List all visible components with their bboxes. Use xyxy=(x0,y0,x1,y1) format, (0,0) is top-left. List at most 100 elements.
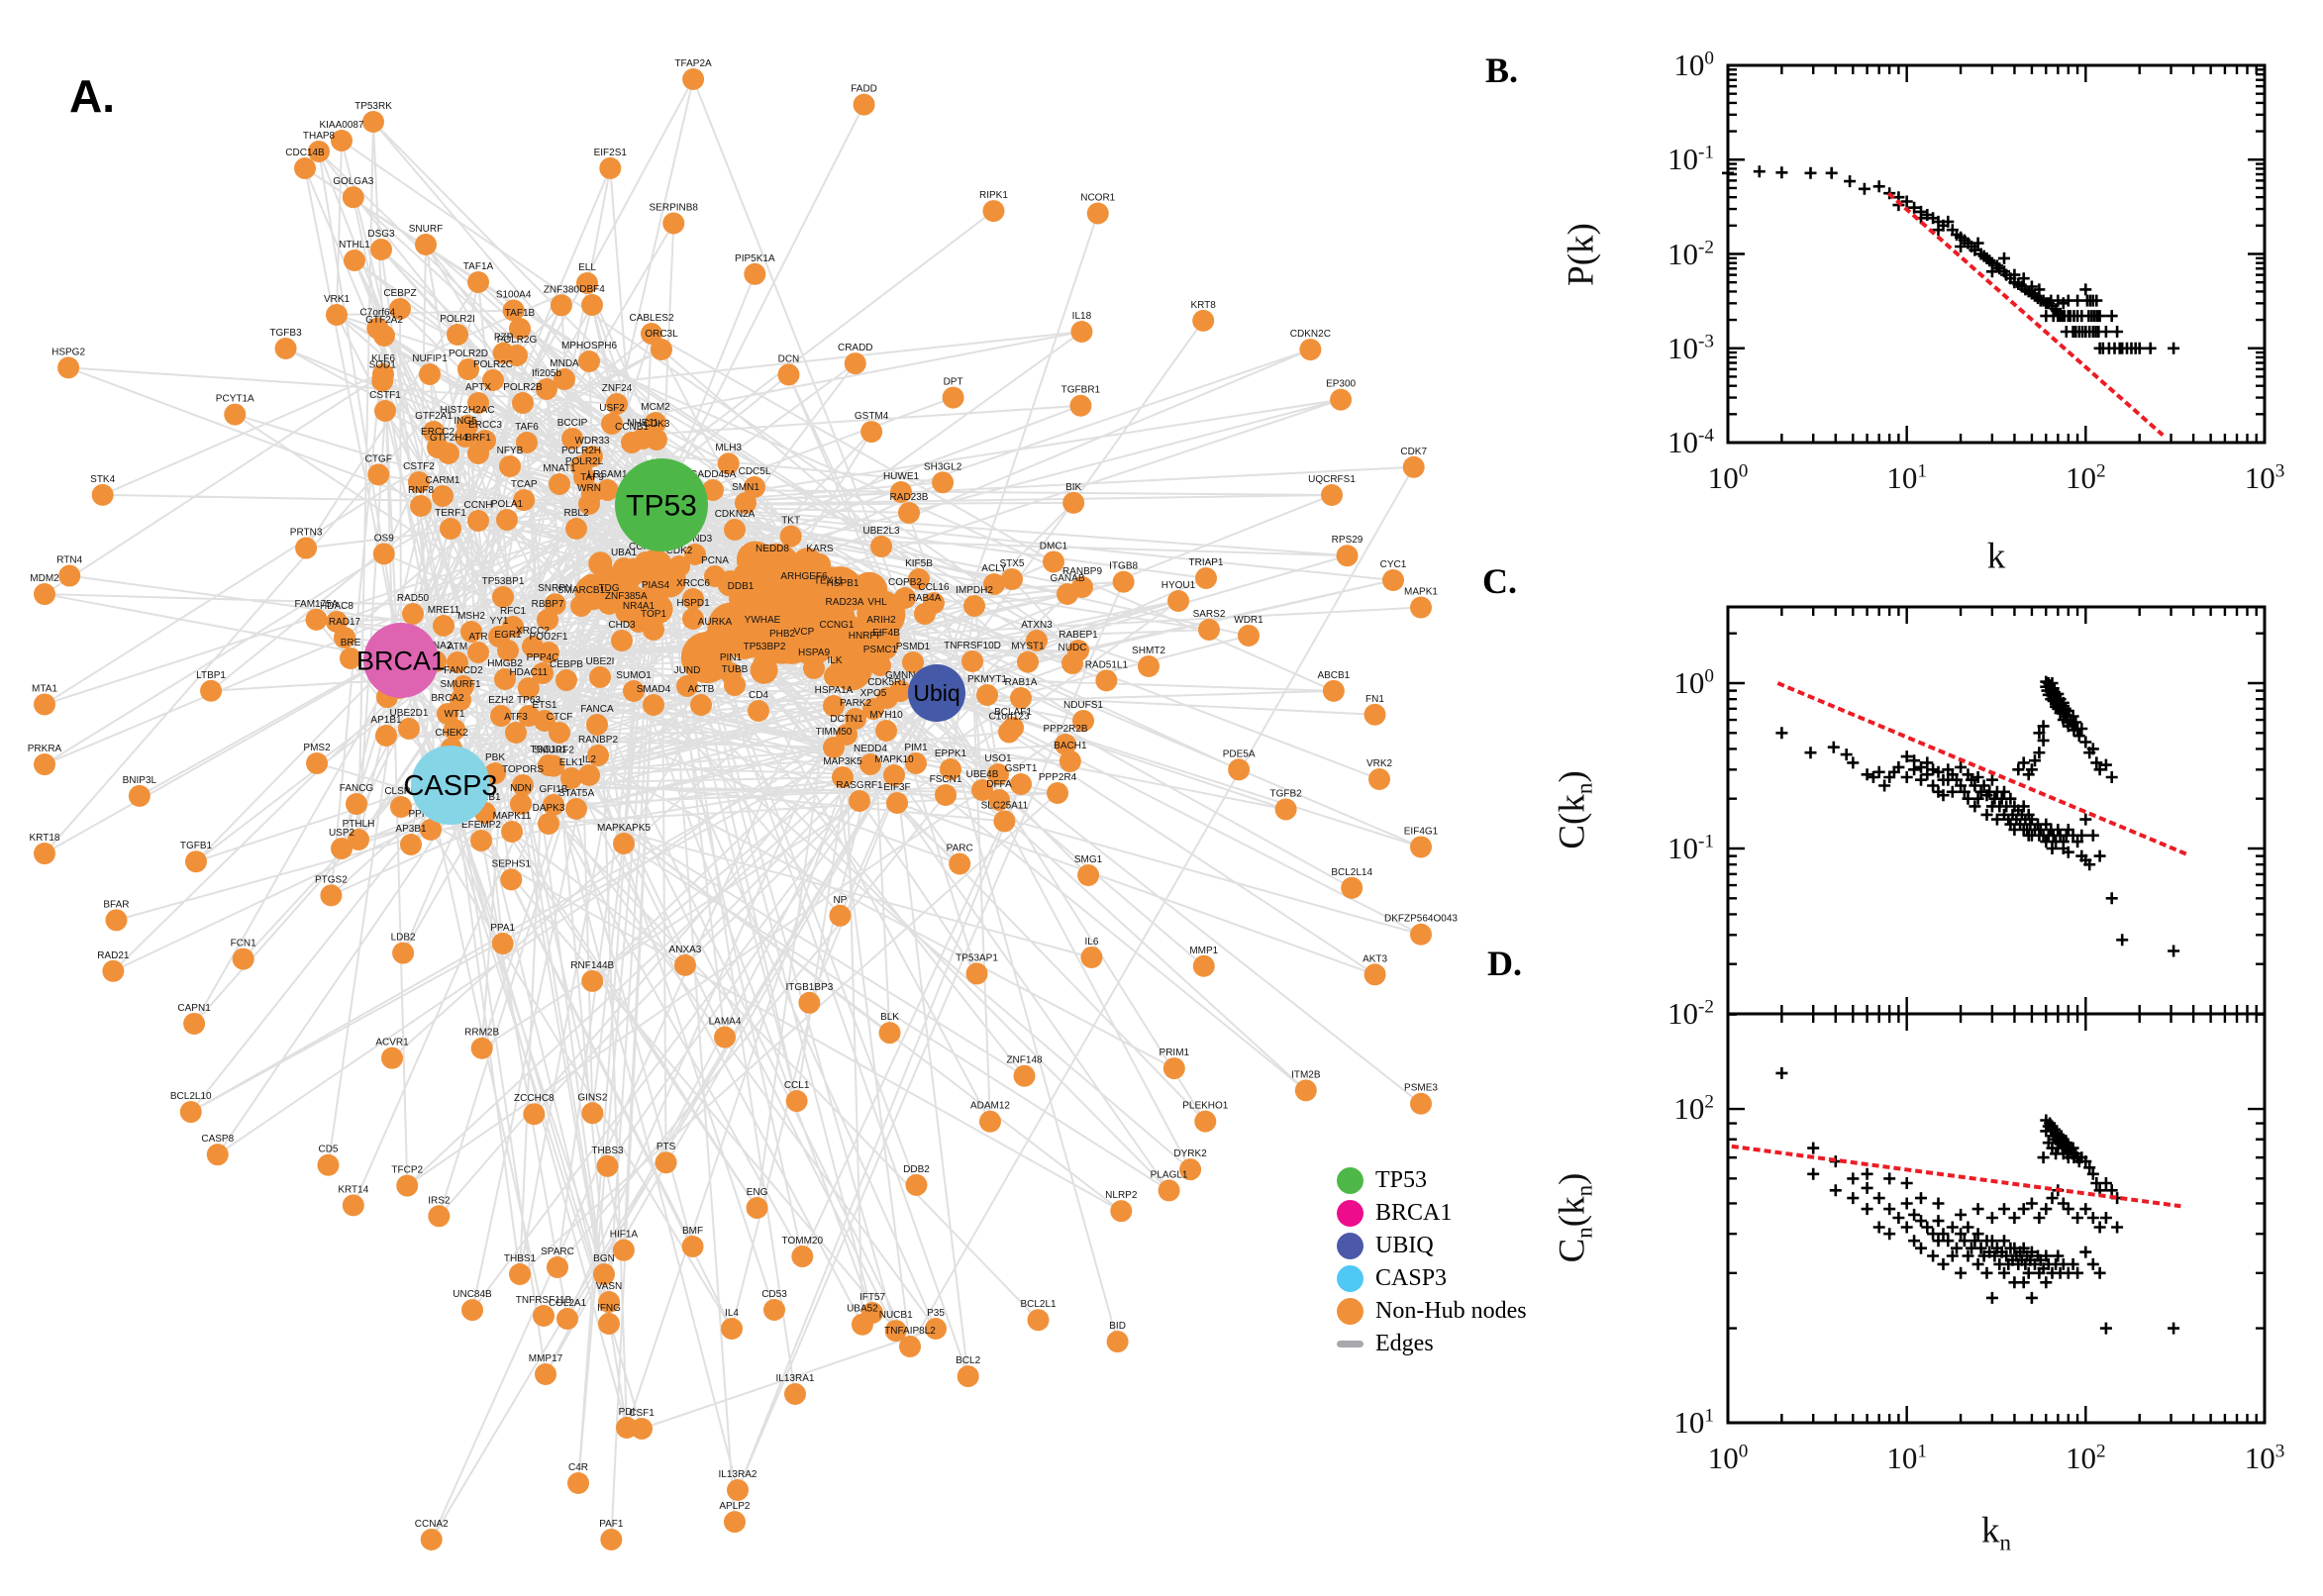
node-label: STK4 xyxy=(90,474,115,485)
node-label: RAD23A xyxy=(826,597,864,608)
node-label: TSG101 xyxy=(530,745,567,755)
node-label: TEX11 xyxy=(814,575,844,586)
network-node xyxy=(400,834,422,855)
node-label: GTF2H4 xyxy=(430,433,468,444)
node-label: ZNF380 xyxy=(544,284,580,295)
fit-line xyxy=(1731,1144,2181,1209)
network-node xyxy=(599,156,622,179)
node-label: COL2A1 xyxy=(549,1298,587,1309)
network-node xyxy=(1069,394,1092,417)
network-node xyxy=(457,358,479,380)
node-label: UBE4B xyxy=(966,769,999,780)
node-label: USF2 xyxy=(599,403,625,414)
node-label: FAM175A xyxy=(295,599,339,610)
node-label: NUFIP1 xyxy=(412,353,448,364)
network-node xyxy=(932,471,955,494)
network-node xyxy=(1095,669,1118,692)
network-node xyxy=(826,630,848,651)
node-label: EZH2 xyxy=(488,695,514,706)
node-label: WRN xyxy=(577,483,601,494)
network-node xyxy=(844,352,866,375)
node-label: ACVR1 xyxy=(375,1038,409,1048)
node-label: DKFZP564O043 xyxy=(1384,914,1458,925)
tick-label: 100 xyxy=(1707,1441,1749,1475)
node-label: IL4 xyxy=(725,1308,739,1319)
node-label: UBE2L3 xyxy=(862,526,900,537)
network-node xyxy=(578,350,600,372)
node-label: FCN1 xyxy=(231,939,257,949)
network-node xyxy=(613,833,635,854)
legend-label: BRCA1 xyxy=(1375,1200,1453,1226)
network-node xyxy=(398,718,420,740)
node-label: THBS1 xyxy=(504,1253,537,1264)
network-node xyxy=(579,573,603,597)
node-label: OS9 xyxy=(374,533,394,544)
network-node xyxy=(428,1205,451,1228)
network-node xyxy=(899,1336,921,1357)
node-label: NP xyxy=(833,895,847,906)
network-node xyxy=(536,378,557,400)
network-node xyxy=(717,452,740,475)
node-label: DDB1 xyxy=(728,581,755,592)
hub-label: BRCA1 xyxy=(356,646,446,675)
node-label: TAF6 xyxy=(515,422,539,433)
network-node xyxy=(965,962,988,985)
node-label: SMURF1 xyxy=(440,679,481,690)
network-node xyxy=(374,400,396,422)
node-label: PDE5A xyxy=(1223,748,1256,759)
node-label: PLEKHO1 xyxy=(1182,1101,1229,1112)
node-label: FN1 xyxy=(1365,694,1384,705)
legend-label: Non-Hub nodes xyxy=(1375,1298,1527,1324)
node-label: EFEMP2 xyxy=(461,820,501,831)
node-label: CCL16 xyxy=(918,582,950,593)
network-node xyxy=(875,720,897,742)
network-node xyxy=(905,752,927,774)
node-label: BCL2L1 xyxy=(1020,1299,1057,1310)
network-node xyxy=(635,551,656,573)
node-label: BIK xyxy=(1065,482,1081,493)
network-node xyxy=(735,492,757,514)
network-node xyxy=(793,637,815,658)
network-node xyxy=(534,710,556,732)
network-node xyxy=(362,111,384,133)
node-label: THBS3 xyxy=(591,1146,624,1156)
network-node xyxy=(440,518,461,540)
network-node xyxy=(502,299,525,322)
network-node xyxy=(744,476,765,498)
network-node xyxy=(1106,1331,1129,1353)
node-label: UBE2D1 xyxy=(390,708,429,719)
node-label: SEPHS1 xyxy=(492,858,532,869)
network-node xyxy=(1192,309,1215,332)
node-label: USO1 xyxy=(984,753,1012,764)
node-label: VHL xyxy=(867,597,887,608)
node-label: CDKN2C xyxy=(1290,329,1331,340)
node-label: POLR2I xyxy=(440,314,475,325)
network-node xyxy=(641,323,662,345)
network-node xyxy=(1027,1309,1050,1332)
node-label: BRE xyxy=(341,638,361,648)
network-node xyxy=(724,674,746,696)
node-label: TOMM20 xyxy=(782,1236,824,1247)
network-node xyxy=(982,200,1005,223)
network-node xyxy=(200,679,223,702)
network-node xyxy=(371,369,394,392)
network-node xyxy=(334,627,355,648)
hub-label: Ubiq xyxy=(913,680,960,706)
node-label: THAP8 xyxy=(303,131,336,142)
node-label: TFCP2 xyxy=(391,1165,423,1176)
network-node xyxy=(34,753,55,776)
node-label: ZCCHC8 xyxy=(514,1093,555,1104)
node-label: CDKN2A xyxy=(715,509,756,520)
node-label: MLH3 xyxy=(715,443,742,453)
node-label: BCL2L14 xyxy=(1331,867,1372,878)
network-node xyxy=(905,1173,928,1196)
network-node xyxy=(651,339,672,360)
network-node xyxy=(1341,876,1364,899)
node-label: CDK7 xyxy=(1400,447,1427,457)
node-label: SARS2 xyxy=(1193,609,1226,620)
node-label: SLC25A11 xyxy=(981,800,1029,811)
network-node xyxy=(963,595,985,617)
network-node xyxy=(419,363,441,385)
network-node xyxy=(556,669,577,691)
